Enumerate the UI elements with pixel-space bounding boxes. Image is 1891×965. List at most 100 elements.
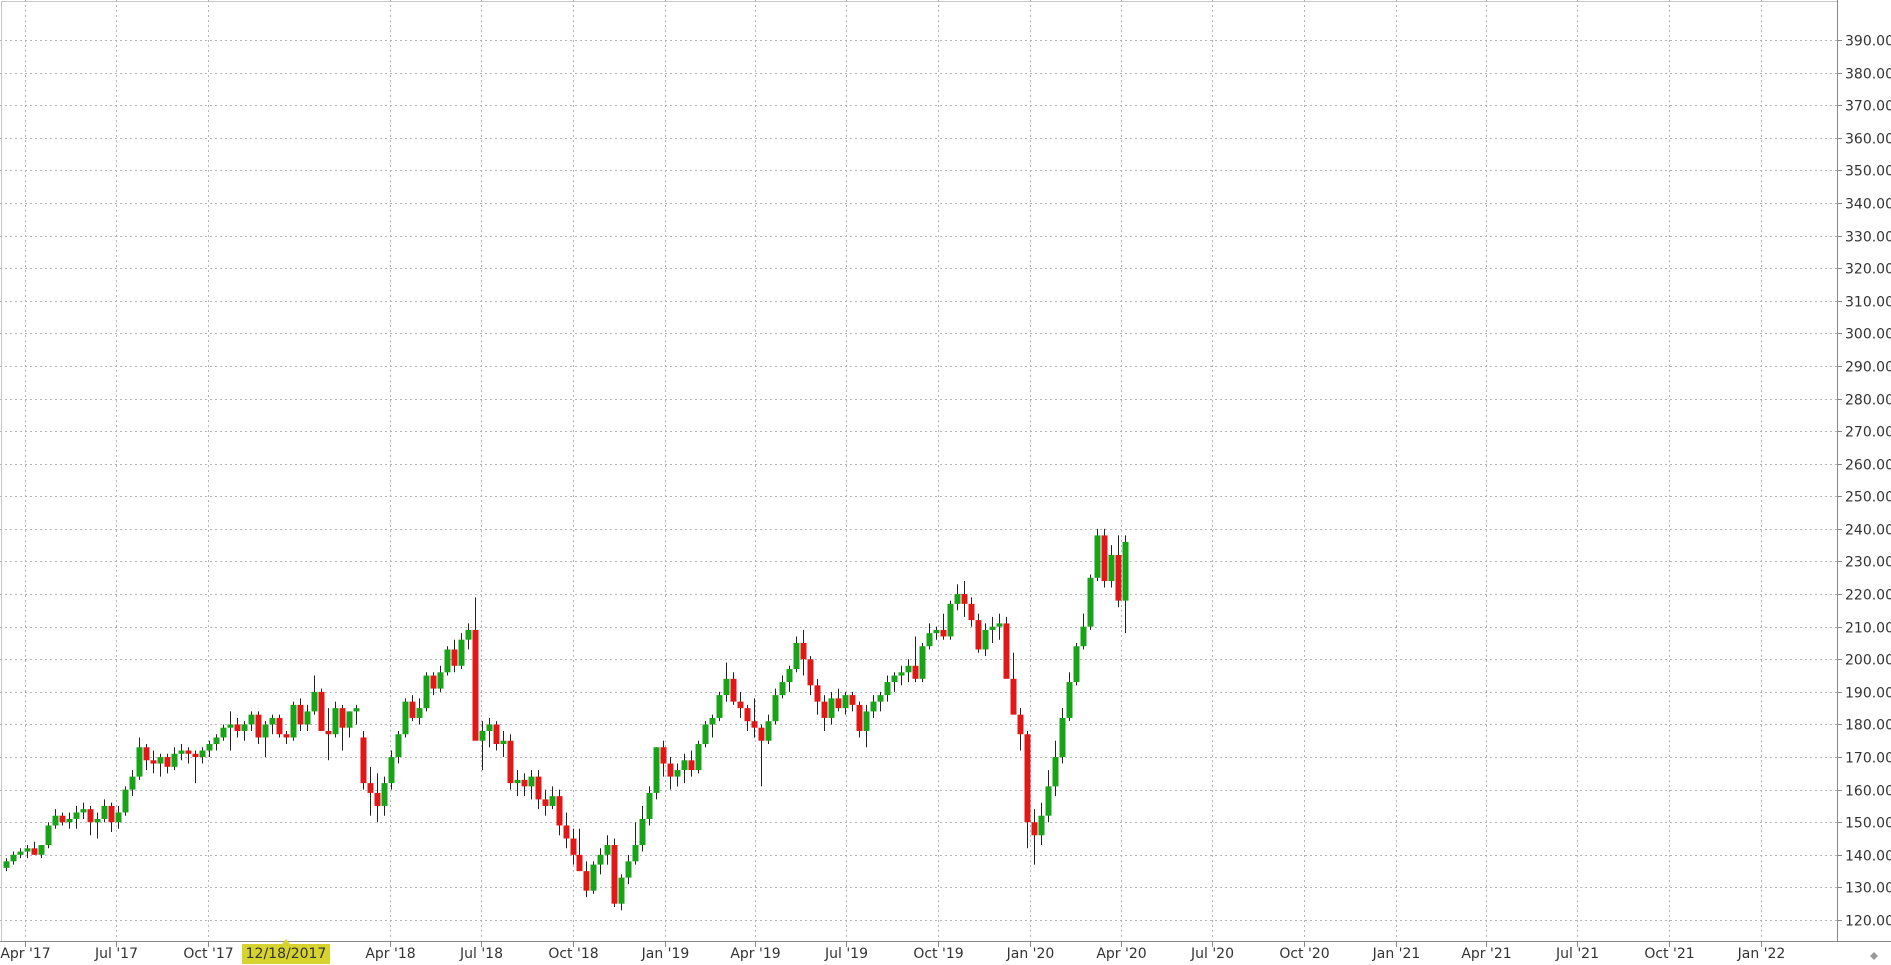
candle-body (136, 747, 143, 777)
candle-body (486, 724, 493, 731)
candle-body (625, 861, 632, 878)
candle (451, 639, 458, 673)
candle-body (213, 737, 220, 744)
candle (122, 786, 129, 816)
candle (1017, 708, 1024, 751)
candle-body (339, 708, 346, 728)
candle-body (604, 845, 611, 855)
candle-body (842, 695, 849, 709)
candle (779, 675, 786, 699)
candle-body (821, 701, 828, 718)
candle (702, 721, 709, 748)
candle-body (1010, 678, 1017, 715)
candle-body (653, 747, 660, 793)
candle-body (982, 629, 989, 650)
candle (989, 616, 996, 643)
candle-body (59, 815, 66, 823)
candle (430, 672, 437, 696)
candle (507, 734, 514, 790)
candle-body (695, 744, 702, 771)
y-tick-label: 200.00 (1845, 653, 1891, 669)
candle (982, 623, 989, 656)
candle (674, 763, 681, 787)
candle (947, 600, 954, 640)
candle-body (535, 776, 542, 800)
candle (52, 809, 59, 829)
candle (870, 695, 877, 718)
candle-body (744, 708, 751, 722)
candle (961, 581, 968, 617)
candle (262, 721, 269, 758)
candle (472, 597, 479, 741)
candle-body (416, 708, 423, 718)
candle-body (409, 701, 416, 718)
x-tick-label: Jul '21 (1555, 946, 1599, 962)
candle-body (472, 629, 479, 741)
candle (325, 708, 332, 761)
candle (1038, 802, 1045, 846)
candle-body (709, 717, 716, 725)
candle (884, 675, 891, 702)
candle-body (178, 750, 185, 754)
candle (521, 773, 528, 797)
candle (604, 835, 611, 865)
candle-body (674, 770, 681, 777)
x-tick-label: Jul '20 (1190, 946, 1234, 962)
plot-border (1, 1, 1838, 942)
candle-body (779, 682, 786, 696)
candle (730, 672, 737, 705)
candle-body (618, 877, 625, 904)
candle-body (765, 721, 772, 741)
candle (646, 786, 653, 826)
candle-body (521, 779, 528, 787)
candle (290, 701, 297, 741)
x-tick-label: Jul '19 (824, 946, 868, 962)
candle (800, 629, 807, 676)
candle (828, 691, 835, 725)
candle-body (192, 753, 199, 758)
x-tick-label: Jan '19 (641, 946, 690, 962)
corner-diamond-icon[interactable] (1870, 952, 1878, 960)
candle (486, 717, 493, 748)
candle-body (122, 789, 129, 813)
candle-body (1038, 815, 1045, 836)
candle (108, 802, 115, 832)
candle (437, 665, 444, 692)
candle-body (1122, 541, 1129, 601)
candle-body (940, 629, 947, 637)
y-tick-label: 310.00 (1845, 295, 1891, 311)
grid (0, 0, 1837, 940)
candle (3, 858, 10, 872)
candle (954, 584, 961, 611)
candle (220, 724, 227, 741)
candle-body (1003, 623, 1010, 679)
candle-body (996, 623, 1003, 627)
candle-body (1017, 714, 1024, 735)
candle-body (961, 594, 968, 604)
candle (653, 747, 660, 800)
candle-body (227, 724, 234, 728)
candle (667, 757, 674, 790)
y-tick-label: 170.00 (1845, 751, 1891, 767)
candle-body (954, 594, 961, 604)
candle (493, 721, 500, 751)
candle-body (912, 665, 919, 679)
candle-body (444, 649, 451, 673)
candle-body (318, 691, 325, 731)
candle-body (1045, 786, 1052, 816)
candle (374, 773, 381, 823)
candle-body (884, 682, 891, 696)
candle (807, 656, 814, 696)
candle-body (549, 796, 556, 806)
candle (346, 711, 353, 738)
candle (1059, 708, 1066, 764)
candle-body (1094, 535, 1101, 578)
candle-body (737, 701, 744, 709)
candle (772, 688, 779, 725)
candle (1031, 809, 1038, 865)
candle-body (66, 818, 73, 823)
candle (360, 730, 367, 790)
candle-body (570, 838, 577, 855)
candle (535, 770, 542, 810)
